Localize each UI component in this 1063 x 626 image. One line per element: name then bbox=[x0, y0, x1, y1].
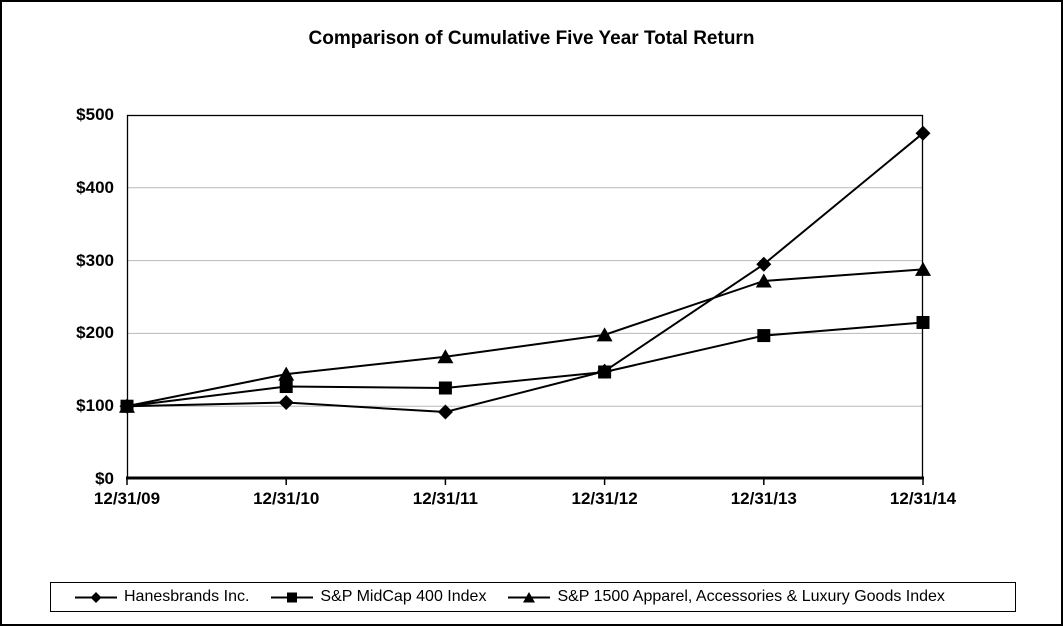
y-axis-label-200: $200 bbox=[76, 323, 114, 343]
square-marker-icon bbox=[916, 315, 930, 329]
x-axis-label-4: 12/31/13 bbox=[730, 489, 797, 508]
y-axis-label-300: $300 bbox=[76, 250, 114, 270]
series-line-1 bbox=[126, 321, 924, 408]
square-glyph bbox=[287, 592, 298, 602]
plot-area bbox=[119, 114, 931, 485]
triangle-marker-icon bbox=[915, 261, 931, 276]
square-marker-icon bbox=[279, 380, 293, 394]
legend-entry-0: Hanesbrands Inc. bbox=[75, 588, 249, 606]
diamond-marker-icon bbox=[278, 395, 294, 411]
square-legend-icon bbox=[271, 592, 314, 602]
x-axis-label-5: 12/31/14 bbox=[889, 489, 957, 508]
y-axis-label-100: $100 bbox=[76, 396, 114, 416]
legend: Hanesbrands Inc. S&P MidCap 400 Index S&P … bbox=[50, 582, 1016, 612]
x-axis-label-3: 12/31/12 bbox=[571, 489, 638, 508]
square-marker-icon bbox=[757, 329, 771, 343]
diamond-marker-icon bbox=[437, 404, 453, 420]
triangle-glyph bbox=[523, 591, 536, 602]
triangle-marker-icon bbox=[755, 273, 772, 288]
diamond-legend-icon bbox=[75, 591, 117, 603]
legend-entry-1: S&P MidCap 400 Index bbox=[271, 588, 486, 606]
diamond-marker-icon bbox=[756, 256, 772, 272]
legend-label-0: Hanesbrands Inc. bbox=[124, 588, 250, 605]
x-axis-label-1: 12/31/10 bbox=[253, 489, 320, 508]
x-axis-label-0: 12/31/09 bbox=[93, 489, 161, 508]
diamond-glyph bbox=[90, 591, 102, 603]
triangle-marker-icon bbox=[596, 327, 613, 342]
square-marker-icon bbox=[438, 381, 452, 395]
y-axis-label-500: $500 bbox=[76, 105, 114, 124]
series-line-2 bbox=[126, 268, 924, 408]
chart-title: Comparison of Cumulative Five Year Total… bbox=[308, 28, 755, 49]
diamond-marker-icon bbox=[915, 125, 931, 141]
plot-border bbox=[126, 114, 924, 480]
triangle-marker-icon bbox=[278, 366, 295, 381]
square-marker-icon bbox=[598, 365, 612, 379]
legend-label-1: S&P MidCap 400 Index bbox=[320, 588, 487, 605]
legend-label-2: S&P 1500 Apparel, Accessories & Luxury G… bbox=[557, 588, 945, 605]
y-axis-label-0: $0 bbox=[95, 469, 114, 488]
triangle-legend-icon bbox=[508, 591, 551, 602]
x-axis-label-2: 12/31/11 bbox=[412, 489, 479, 508]
triangle-marker-icon bbox=[437, 349, 454, 364]
triangle-marker-icon bbox=[119, 398, 135, 413]
legend-entry-2: S&P 1500 Apparel, Accessories & Luxury G… bbox=[508, 588, 945, 606]
series-line-0 bbox=[126, 132, 924, 414]
y-axis-label-400: $400 bbox=[76, 177, 114, 197]
